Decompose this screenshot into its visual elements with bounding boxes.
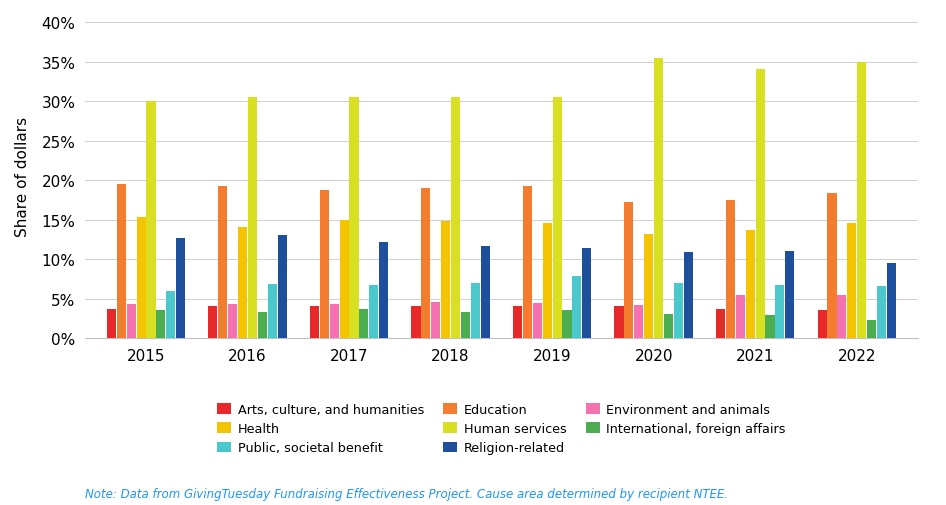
Bar xyxy=(736,295,745,338)
Bar xyxy=(461,312,470,338)
Bar xyxy=(533,304,542,338)
Bar xyxy=(513,307,522,338)
Bar xyxy=(359,309,369,338)
Bar xyxy=(431,302,440,338)
Bar xyxy=(107,309,116,338)
Bar xyxy=(664,315,673,338)
Bar xyxy=(127,305,136,338)
Bar xyxy=(523,187,532,338)
Bar xyxy=(674,283,683,338)
Bar xyxy=(716,309,725,338)
Bar xyxy=(572,276,582,338)
Bar xyxy=(543,224,552,338)
Bar xyxy=(828,194,836,338)
Bar xyxy=(837,296,847,338)
Bar xyxy=(412,306,421,338)
Bar xyxy=(219,187,227,338)
Bar xyxy=(615,307,623,338)
Bar xyxy=(228,305,237,338)
Bar xyxy=(877,286,886,338)
Bar xyxy=(258,312,267,338)
Bar xyxy=(582,248,591,338)
Bar xyxy=(817,310,827,338)
Bar xyxy=(156,311,166,338)
Bar xyxy=(379,243,388,338)
Y-axis label: Share of dollars: Share of dollars xyxy=(15,117,30,237)
Bar xyxy=(654,59,663,338)
Bar xyxy=(765,316,775,338)
Bar xyxy=(867,320,876,338)
Bar xyxy=(320,190,329,338)
Bar xyxy=(340,221,349,338)
Bar xyxy=(684,252,692,338)
Bar xyxy=(848,224,856,338)
Bar xyxy=(330,305,339,338)
Text: Note: Data from GivingTuesday Fundraising Effectiveness Project. Cause area dete: Note: Data from GivingTuesday Fundraisin… xyxy=(85,487,728,500)
Bar xyxy=(886,264,896,338)
Bar xyxy=(552,98,562,338)
Bar xyxy=(441,222,450,338)
Bar xyxy=(136,218,146,338)
Bar xyxy=(421,188,430,338)
Bar xyxy=(857,63,867,338)
Bar xyxy=(481,246,490,338)
Bar xyxy=(745,230,755,338)
Bar xyxy=(369,285,378,338)
Bar xyxy=(147,102,155,338)
Bar xyxy=(238,228,247,338)
Bar xyxy=(471,283,480,338)
Bar xyxy=(644,234,654,338)
Bar xyxy=(248,98,257,338)
Bar xyxy=(116,185,126,338)
Bar xyxy=(726,200,735,338)
Bar xyxy=(785,251,795,338)
Bar xyxy=(166,291,175,338)
Bar xyxy=(278,236,287,338)
Bar xyxy=(624,203,634,338)
Bar xyxy=(451,98,460,338)
Bar xyxy=(634,305,643,338)
Bar xyxy=(349,98,359,338)
Bar xyxy=(268,285,277,338)
Bar xyxy=(310,306,319,338)
Bar xyxy=(176,238,185,338)
Bar xyxy=(776,285,784,338)
Bar xyxy=(756,70,764,338)
Bar xyxy=(563,311,571,338)
Legend: Arts, culture, and humanities, Health, Public, societal benefit, Education, Huma: Arts, culture, and humanities, Health, P… xyxy=(218,403,785,454)
Bar xyxy=(208,306,218,338)
